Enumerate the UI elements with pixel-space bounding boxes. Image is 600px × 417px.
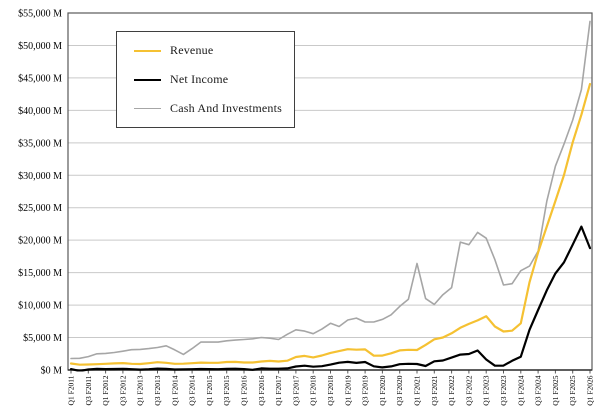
x-axis-tick-label: Q3 F2021 xyxy=(430,375,439,405)
x-axis-tick-label: Q1 F2011 xyxy=(67,375,76,405)
x-axis-tick-label: Q1 F2026 xyxy=(586,375,595,405)
x-axis-tick-label: Q3 F2017 xyxy=(291,375,300,405)
x-axis-tick-label: Q3 F2011 xyxy=(84,375,93,405)
legend-item-net-income: Net Income xyxy=(134,72,294,87)
x-axis-tick-label: Q3 F2019 xyxy=(361,375,370,405)
y-axis-tick-label: $25,000 M xyxy=(18,203,62,214)
cash-and-investments-line-swatch-icon xyxy=(134,108,161,109)
x-axis-tick-label: Q3 F2020 xyxy=(395,375,404,405)
legend-label-revenue: Revenue xyxy=(170,43,214,57)
x-axis-tick-label: Q1 F2017 xyxy=(274,375,283,405)
y-axis-tick-label: $15,000 M xyxy=(18,268,62,279)
x-axis-tick-label: Q3 F2015 xyxy=(222,375,231,405)
x-axis-tick-label: Q3 F2014 xyxy=(188,375,197,405)
legend-label-cash-and-investments: Cash And Investments xyxy=(170,101,282,115)
x-axis-tick-label: Q1 F2012 xyxy=(101,375,110,405)
x-axis-tick-label: Q3 F2013 xyxy=(153,375,162,405)
x-axis-tick-label: Q1 F2018 xyxy=(309,375,318,405)
y-axis-tick-label: $45,000 M xyxy=(18,73,62,84)
legend: Revenue Net Income Cash And Investments xyxy=(116,31,295,128)
x-axis-tick-label: Q3 F2022 xyxy=(464,375,473,405)
y-axis-tick-label: $5,000 M xyxy=(23,333,62,344)
x-axis-tick-label: Q3 F2023 xyxy=(499,375,508,405)
legend-item-revenue: Revenue xyxy=(134,43,294,58)
net-income-line-swatch-icon xyxy=(134,78,161,81)
x-axis-tick-label: Q1 F2013 xyxy=(136,375,145,405)
legend-item-cash-and-investments: Cash And Investments xyxy=(134,101,294,116)
x-axis-tick-label: Q1 F2023 xyxy=(482,375,491,405)
x-axis-tick-label: Q1 F2025 xyxy=(551,375,560,405)
x-axis-tick-label: Q1 F2020 xyxy=(378,375,387,405)
x-axis-tick-label: Q1 F2024 xyxy=(516,375,525,405)
x-axis-tick-label: Q1 F2019 xyxy=(343,375,352,405)
y-axis-tick-label: $10,000 M xyxy=(18,301,62,312)
series-line-revenue xyxy=(69,82,592,366)
x-axis-tick-label: Q3 F2016 xyxy=(257,375,266,405)
x-axis-tick-label: Q1 F2021 xyxy=(413,375,422,405)
y-axis-tick-label: $20,000 M xyxy=(18,236,62,247)
x-axis-tick-label: Q3 F2012 xyxy=(118,375,127,405)
y-axis-tick-label: $40,000 M xyxy=(18,106,62,117)
x-axis-tick-label: Q3 F2024 xyxy=(534,375,543,405)
y-axis-tick-label: $35,000 M xyxy=(18,138,62,149)
y-axis-tick-label: $55,000 M xyxy=(18,9,62,20)
x-axis-tick-label: Q3 F2018 xyxy=(326,375,335,405)
legend-label-net-income: Net Income xyxy=(170,72,229,86)
y-axis-tick-label: $30,000 M xyxy=(18,171,62,182)
x-axis-tick-label: Q1 F2014 xyxy=(170,375,179,405)
revenue-line-swatch-icon xyxy=(134,49,161,52)
x-axis-tick-label: Q1 F2016 xyxy=(240,375,249,405)
x-axis-tick-label: Q3 F2025 xyxy=(568,375,577,405)
y-axis-tick-label: $0 M xyxy=(41,366,63,377)
series-line-cash-and-investments xyxy=(70,20,591,360)
x-axis-tick-label: Q1 F2015 xyxy=(205,375,214,405)
series-line-net-income xyxy=(69,225,592,372)
x-axis-tick-label: Q1 F2022 xyxy=(447,375,456,405)
y-axis-tick-label: $50,000 M xyxy=(18,41,62,52)
